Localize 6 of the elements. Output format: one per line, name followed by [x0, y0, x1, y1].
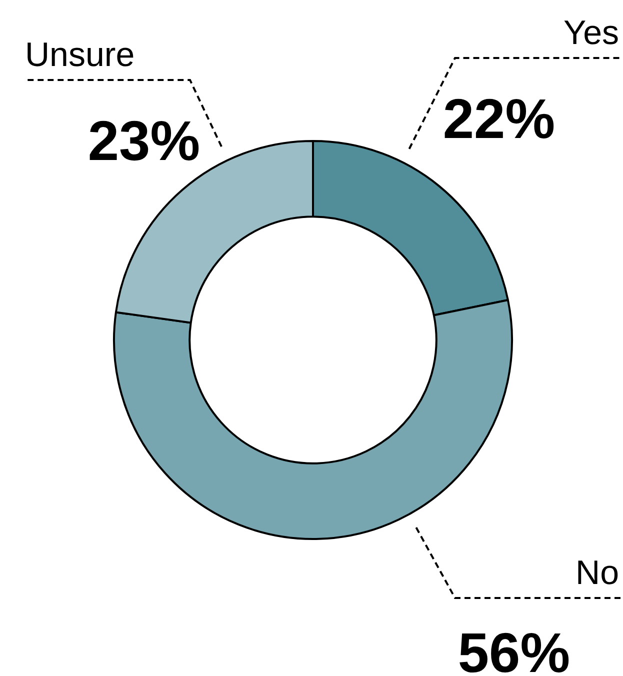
- slice-label: No: [576, 554, 619, 592]
- slice-label: Yes: [564, 14, 619, 52]
- data-label: 22%: [442, 87, 555, 150]
- data-label: 23%: [88, 109, 200, 172]
- slice-label: Unsure: [25, 36, 135, 74]
- data-label: 56%: [458, 621, 570, 676]
